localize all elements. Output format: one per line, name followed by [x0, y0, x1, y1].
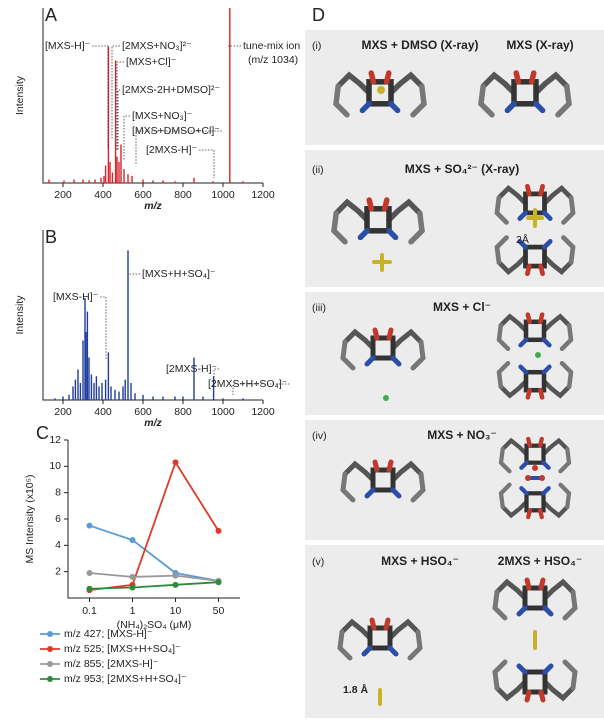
peak-annotation: (m/z 1034) [248, 54, 298, 66]
x-axis-label: m/z [144, 200, 162, 212]
legend-label: m/z 525; [MXS+H+SO₄]⁻ [64, 643, 181, 655]
annotation-leader [116, 61, 124, 150]
data-point [215, 527, 222, 534]
x-tick-label: 1000 [211, 406, 235, 418]
x-tick-label: 600 [134, 406, 152, 418]
x-tick-label: 1200 [251, 189, 275, 201]
peak-annotation: [2MXS+H+SO₄]⁻ [208, 378, 287, 390]
series-line [89, 581, 219, 590]
data-point [129, 537, 136, 544]
row-label: (v) [312, 556, 324, 568]
distance-label: 2Å [516, 233, 529, 246]
legend-label: m/z 953; [2MXS+H+SO₄]⁻ [64, 673, 186, 685]
molecule-structures [334, 73, 575, 706]
x-tick-label: 600 [134, 189, 152, 201]
data-point [129, 584, 136, 591]
data-point [86, 522, 93, 529]
annotation-leader [117, 89, 120, 150]
peak-annotation: [MXS+NO₃]⁻ [132, 110, 192, 122]
annotation-leader [100, 296, 107, 360]
panel-label: D [312, 5, 325, 25]
data-point [86, 585, 93, 592]
peak-annotation: [2MXS-2H+DMSO]²⁻ [122, 84, 220, 96]
row-title: MXS + HSO₄⁻ [381, 554, 459, 568]
legend-label: m/z 427; [MXS-H]⁻ [64, 628, 152, 640]
series-line [89, 460, 220, 591]
peak-annotation: [2MXS-H]⁻ [166, 363, 217, 375]
peak-annotation: [MXS+Cl]⁻ [126, 56, 176, 68]
x-tick-label: 1 [130, 605, 136, 617]
row-label: (i) [312, 40, 321, 52]
peak-annotation: [MXS+H+SO₄]⁻ [142, 268, 215, 280]
panel-label: A [45, 5, 57, 25]
data-point [215, 579, 222, 586]
legend-marker [47, 661, 53, 667]
y-axis-label: Intensity [14, 75, 26, 115]
annotation-leader [199, 149, 215, 178]
row-title: MXS + Cl⁻ [433, 300, 491, 314]
legend-marker [47, 646, 53, 652]
y-axis-label: Intensity [14, 295, 26, 335]
x-tick-label: 800 [174, 189, 192, 201]
series-line [89, 572, 219, 582]
data-point [86, 569, 93, 576]
x-tick-label: 10 [170, 605, 182, 617]
peak-annotation: [2MXS-H]⁻ [146, 144, 197, 156]
data-point [172, 581, 179, 588]
x-tick-label: 400 [94, 406, 112, 418]
x-axis-label: m/z [144, 417, 162, 429]
x-tick-label: 800 [174, 406, 192, 418]
axis-line [42, 8, 263, 184]
row-title: MXS (X-ray) [506, 38, 573, 52]
peak-annotation: [2MXS+NO₃]²⁻ [122, 40, 192, 52]
row-title: MXS + SO₄²⁻ (X-ray) [405, 162, 519, 176]
panel-label: B [45, 227, 57, 247]
axis-line [42, 230, 263, 401]
y-tick-label: 6 [55, 513, 61, 525]
y-tick-label: 12 [49, 434, 61, 446]
peak-annotation: [MXS-H]⁻ [45, 40, 90, 52]
y-tick-label: 10 [49, 460, 61, 472]
series-line [89, 524, 219, 582]
row-label: (iv) [312, 430, 327, 442]
row-title: MXS + NO₃⁻ [427, 428, 497, 442]
annotation-leader [232, 383, 290, 395]
axis-line [67, 440, 240, 599]
x-tick-label: 0.1 [82, 605, 97, 617]
y-axis-label: MS Intensity (x10⁵) [24, 475, 36, 564]
peak-annotation: tune-mix ion [243, 40, 300, 52]
legend-label: m/z 855; [2MXS-H]⁻ [64, 658, 158, 670]
y-tick-label: 4 [55, 539, 61, 551]
data-point [172, 459, 179, 466]
x-tick-label: 200 [54, 189, 72, 201]
panel-d-backgrounds [305, 30, 604, 718]
data-point [172, 572, 179, 579]
annotation-leader [135, 130, 222, 165]
legend-marker [47, 676, 53, 682]
x-tick-label: 400 [94, 189, 112, 201]
panel-label: C [36, 423, 49, 443]
y-tick-label: 8 [55, 486, 61, 498]
x-tick-label: 200 [54, 406, 72, 418]
data-point [129, 573, 136, 580]
row-title: MXS + DMSO (X-ray) [361, 38, 478, 52]
y-tick-label: 2 [55, 565, 61, 577]
x-axis-label: (NH₄)₂SO₄ (μM) [117, 619, 192, 631]
annotation-leader [92, 45, 109, 150]
x-tick-label: 50 [213, 605, 225, 617]
annotation-leader [123, 115, 130, 160]
row-label: (ii) [312, 164, 324, 176]
x-tick-label: 1200 [251, 406, 275, 418]
row-title: 2MXS + HSO₄⁻ [498, 554, 582, 568]
x-tick-label: 1000 [211, 189, 235, 201]
row-label: (iii) [312, 302, 326, 314]
annotation-leader [127, 273, 140, 280]
peak-annotation: [MXS-H]⁻ [53, 291, 98, 303]
distance-label: 1.8 Å [343, 683, 369, 696]
legend-marker [47, 631, 53, 637]
